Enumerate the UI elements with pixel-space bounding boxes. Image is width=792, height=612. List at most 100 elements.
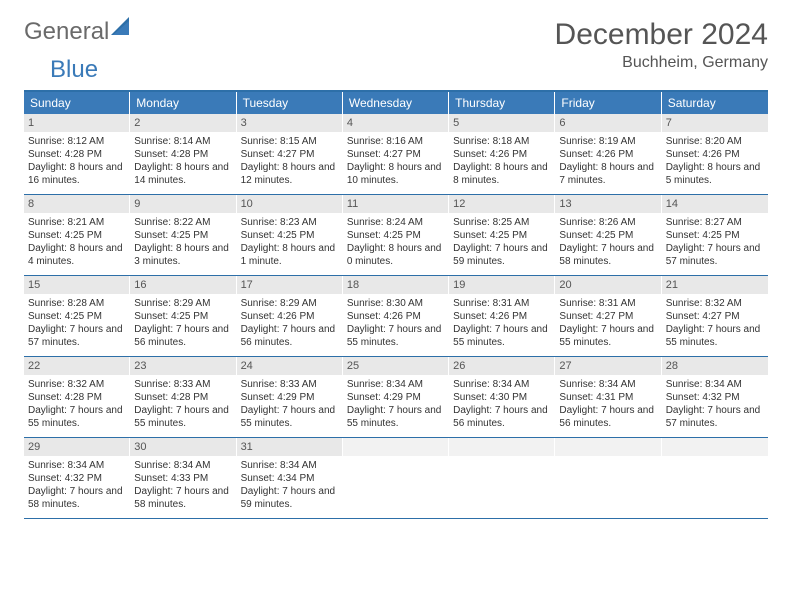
daylight-line: Daylight: 7 hours and 55 minutes. — [347, 404, 444, 430]
day-number: 8 — [24, 195, 129, 213]
daylight-line: Daylight: 7 hours and 55 minutes. — [28, 404, 125, 430]
daylight-line: Daylight: 7 hours and 57 minutes. — [28, 323, 125, 349]
sunrise-line: Sunrise: 8:27 AM — [666, 216, 764, 229]
daylight-line: Daylight: 7 hours and 55 minutes. — [559, 323, 656, 349]
daylight-line: Daylight: 8 hours and 3 minutes. — [134, 242, 231, 268]
daylight-line: Daylight: 7 hours and 55 minutes. — [134, 404, 231, 430]
sunrise-line: Sunrise: 8:26 AM — [559, 216, 656, 229]
weeks-container: 1Sunrise: 8:12 AMSunset: 4:28 PMDaylight… — [24, 114, 768, 519]
day-details: Sunrise: 8:24 AMSunset: 4:25 PMDaylight:… — [343, 213, 448, 272]
day-details: Sunrise: 8:20 AMSunset: 4:26 PMDaylight:… — [662, 132, 768, 191]
logo: General — [24, 18, 133, 46]
day-cell: 28Sunrise: 8:34 AMSunset: 4:32 PMDayligh… — [662, 357, 768, 437]
day-number: 18 — [343, 276, 448, 294]
logo-sail-icon — [111, 17, 133, 37]
day-details: Sunrise: 8:34 AMSunset: 4:34 PMDaylight:… — [237, 456, 342, 515]
sunset-line: Sunset: 4:32 PM — [28, 472, 125, 485]
day-details: Sunrise: 8:34 AMSunset: 4:32 PMDaylight:… — [662, 375, 768, 434]
day-number: 19 — [449, 276, 554, 294]
empty-cell: . — [449, 438, 555, 518]
sunrise-line: Sunrise: 8:31 AM — [453, 297, 550, 310]
sunset-line: Sunset: 4:27 PM — [241, 148, 338, 161]
sunrise-line: Sunrise: 8:23 AM — [241, 216, 338, 229]
sunset-line: Sunset: 4:28 PM — [28, 148, 125, 161]
sunrise-line: Sunrise: 8:31 AM — [559, 297, 656, 310]
sunset-line: Sunset: 4:32 PM — [666, 391, 764, 404]
daylight-line: Daylight: 7 hours and 55 minutes. — [241, 404, 338, 430]
day-cell: 24Sunrise: 8:33 AMSunset: 4:29 PMDayligh… — [237, 357, 343, 437]
sunrise-line: Sunrise: 8:32 AM — [28, 378, 125, 391]
daylight-line: Daylight: 8 hours and 12 minutes. — [241, 161, 338, 187]
daylight-line: Daylight: 7 hours and 55 minutes. — [453, 323, 550, 349]
day-cell: 2Sunrise: 8:14 AMSunset: 4:28 PMDaylight… — [130, 114, 236, 194]
day-details: Sunrise: 8:15 AMSunset: 4:27 PMDaylight:… — [237, 132, 342, 191]
day-number: 17 — [237, 276, 342, 294]
sunrise-line: Sunrise: 8:25 AM — [453, 216, 550, 229]
sunset-line: Sunset: 4:25 PM — [453, 229, 550, 242]
day-number: 31 — [237, 438, 342, 456]
day-cell: 30Sunrise: 8:34 AMSunset: 4:33 PMDayligh… — [130, 438, 236, 518]
day-details: Sunrise: 8:34 AMSunset: 4:31 PMDaylight:… — [555, 375, 660, 434]
sunset-line: Sunset: 4:33 PM — [134, 472, 231, 485]
day-cell: 10Sunrise: 8:23 AMSunset: 4:25 PMDayligh… — [237, 195, 343, 275]
day-details: Sunrise: 8:33 AMSunset: 4:29 PMDaylight:… — [237, 375, 342, 434]
day-cell: 4Sunrise: 8:16 AMSunset: 4:27 PMDaylight… — [343, 114, 449, 194]
day-details: Sunrise: 8:19 AMSunset: 4:26 PMDaylight:… — [555, 132, 660, 191]
daylight-line: Daylight: 8 hours and 5 minutes. — [666, 161, 764, 187]
day-details: Sunrise: 8:18 AMSunset: 4:26 PMDaylight:… — [449, 132, 554, 191]
sunset-line: Sunset: 4:25 PM — [28, 310, 125, 323]
day-cell: 12Sunrise: 8:25 AMSunset: 4:25 PMDayligh… — [449, 195, 555, 275]
sunset-line: Sunset: 4:26 PM — [241, 310, 338, 323]
day-number: 28 — [662, 357, 768, 375]
sunrise-line: Sunrise: 8:34 AM — [559, 378, 656, 391]
daylight-line: Daylight: 8 hours and 16 minutes. — [28, 161, 125, 187]
sunset-line: Sunset: 4:30 PM — [453, 391, 550, 404]
week-row: 8Sunrise: 8:21 AMSunset: 4:25 PMDaylight… — [24, 195, 768, 276]
day-number: 1 — [24, 114, 129, 132]
sunrise-line: Sunrise: 8:14 AM — [134, 135, 231, 148]
empty-cell: . — [555, 438, 661, 518]
day-number: 9 — [130, 195, 235, 213]
sunset-line: Sunset: 4:26 PM — [347, 310, 444, 323]
day-cell: 17Sunrise: 8:29 AMSunset: 4:26 PMDayligh… — [237, 276, 343, 356]
sunrise-line: Sunrise: 8:33 AM — [241, 378, 338, 391]
dow-header: Thursday — [449, 92, 555, 114]
dow-row: SundayMondayTuesdayWednesdayThursdayFrid… — [24, 92, 768, 114]
day-cell: 6Sunrise: 8:19 AMSunset: 4:26 PMDaylight… — [555, 114, 661, 194]
day-number: 16 — [130, 276, 235, 294]
day-number: 21 — [662, 276, 768, 294]
day-cell: 8Sunrise: 8:21 AMSunset: 4:25 PMDaylight… — [24, 195, 130, 275]
day-number: 5 — [449, 114, 554, 132]
sunrise-line: Sunrise: 8:34 AM — [134, 459, 231, 472]
day-number: . — [343, 438, 448, 456]
sunrise-line: Sunrise: 8:16 AM — [347, 135, 444, 148]
dow-header: Tuesday — [237, 92, 343, 114]
sunset-line: Sunset: 4:25 PM — [134, 229, 231, 242]
day-cell: 9 Sunrise: 8:22 AMSunset: 4:25 PMDaylight… — [130, 195, 236, 275]
daylight-line: Daylight: 8 hours and 1 minute. — [241, 242, 338, 268]
sunset-line: Sunset: 4:28 PM — [134, 391, 231, 404]
day-cell: 13Sunrise: 8:26 AMSunset: 4:25 PMDayligh… — [555, 195, 661, 275]
sunrise-line: Sunrise: 8:22 AM — [134, 216, 231, 229]
daylight-line: Daylight: 7 hours and 59 minutes. — [453, 242, 550, 268]
sunrise-line: Sunrise: 8:32 AM — [666, 297, 764, 310]
day-number: 15 — [24, 276, 129, 294]
day-details: Sunrise: 8:14 AMSunset: 4:28 PMDaylight:… — [130, 132, 235, 191]
daylight-line: Daylight: 7 hours and 59 minutes. — [241, 485, 338, 511]
dow-header: Sunday — [24, 92, 130, 114]
daylight-line: Daylight: 7 hours and 56 minutes. — [559, 404, 656, 430]
sunset-line: Sunset: 4:29 PM — [241, 391, 338, 404]
sunset-line: Sunset: 4:26 PM — [453, 310, 550, 323]
sunrise-line: Sunrise: 8:34 AM — [28, 459, 125, 472]
sunset-line: Sunset: 4:31 PM — [559, 391, 656, 404]
sunrise-line: Sunrise: 8:19 AM — [559, 135, 656, 148]
daylight-line: Daylight: 7 hours and 55 minutes. — [347, 323, 444, 349]
day-details: Sunrise: 8:29 AMSunset: 4:26 PMDaylight:… — [237, 294, 342, 353]
sunrise-line: Sunrise: 8:34 AM — [347, 378, 444, 391]
daylight-line: Daylight: 8 hours and 14 minutes. — [134, 161, 231, 187]
sunrise-line: Sunrise: 8:29 AM — [134, 297, 231, 310]
day-number: 29 — [24, 438, 129, 456]
location: Buchheim, Germany — [555, 54, 768, 72]
day-number: . — [449, 438, 554, 456]
day-details: Sunrise: 8:34 AMSunset: 4:32 PMDaylight:… — [24, 456, 129, 515]
